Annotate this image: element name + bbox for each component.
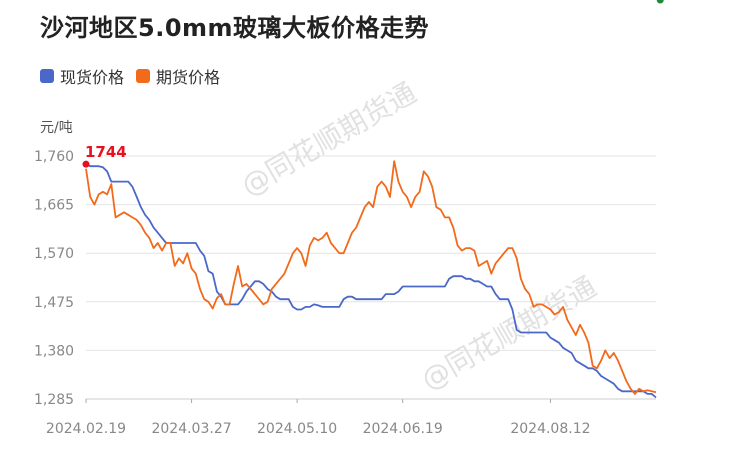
- legend-label-futures: 期货价格: [156, 68, 221, 87]
- annotation-point-min: [656, 0, 664, 4]
- series-line-futures: [85, 160, 657, 395]
- legend-item-futures[interactable]: 期货价格: [136, 64, 220, 88]
- annotation-label-min: 1288: [639, 0, 681, 4]
- y-tick-label: 1,570: [34, 246, 74, 262]
- y-tick-label: 1,760: [34, 149, 74, 165]
- y-axis-unit-label: 元/吨: [40, 120, 73, 136]
- x-tick-label: 2024.03.27: [151, 421, 231, 437]
- x-tick-label: 2024.08.12: [510, 421, 590, 437]
- legend-swatch-spot: [40, 69, 54, 83]
- annotation-label-max: 1744: [85, 143, 127, 161]
- x-tick-label: 2024.05.10: [257, 421, 337, 437]
- page-title: 沙河地区5.0mm玻璃大板价格走势: [40, 14, 430, 42]
- y-tick-label: 1,665: [34, 198, 74, 214]
- y-tick-label: 1,285: [34, 392, 74, 408]
- legend-item-spot[interactable]: 现货价格: [40, 64, 124, 88]
- legend-label-spot: 现货价格: [60, 68, 125, 87]
- legend-swatch-futures: [136, 69, 151, 83]
- series-line-spot: [85, 163, 657, 399]
- y-tick-label: 1,380: [34, 343, 74, 359]
- x-tick-label: 2024.06.19: [363, 421, 443, 437]
- y-tick-label: 1,475: [34, 295, 74, 311]
- chart-legend: 现货价格 期货价格: [40, 64, 232, 88]
- x-tick-label: 2024.02.19: [46, 421, 126, 437]
- annotation-point-max: [82, 160, 90, 168]
